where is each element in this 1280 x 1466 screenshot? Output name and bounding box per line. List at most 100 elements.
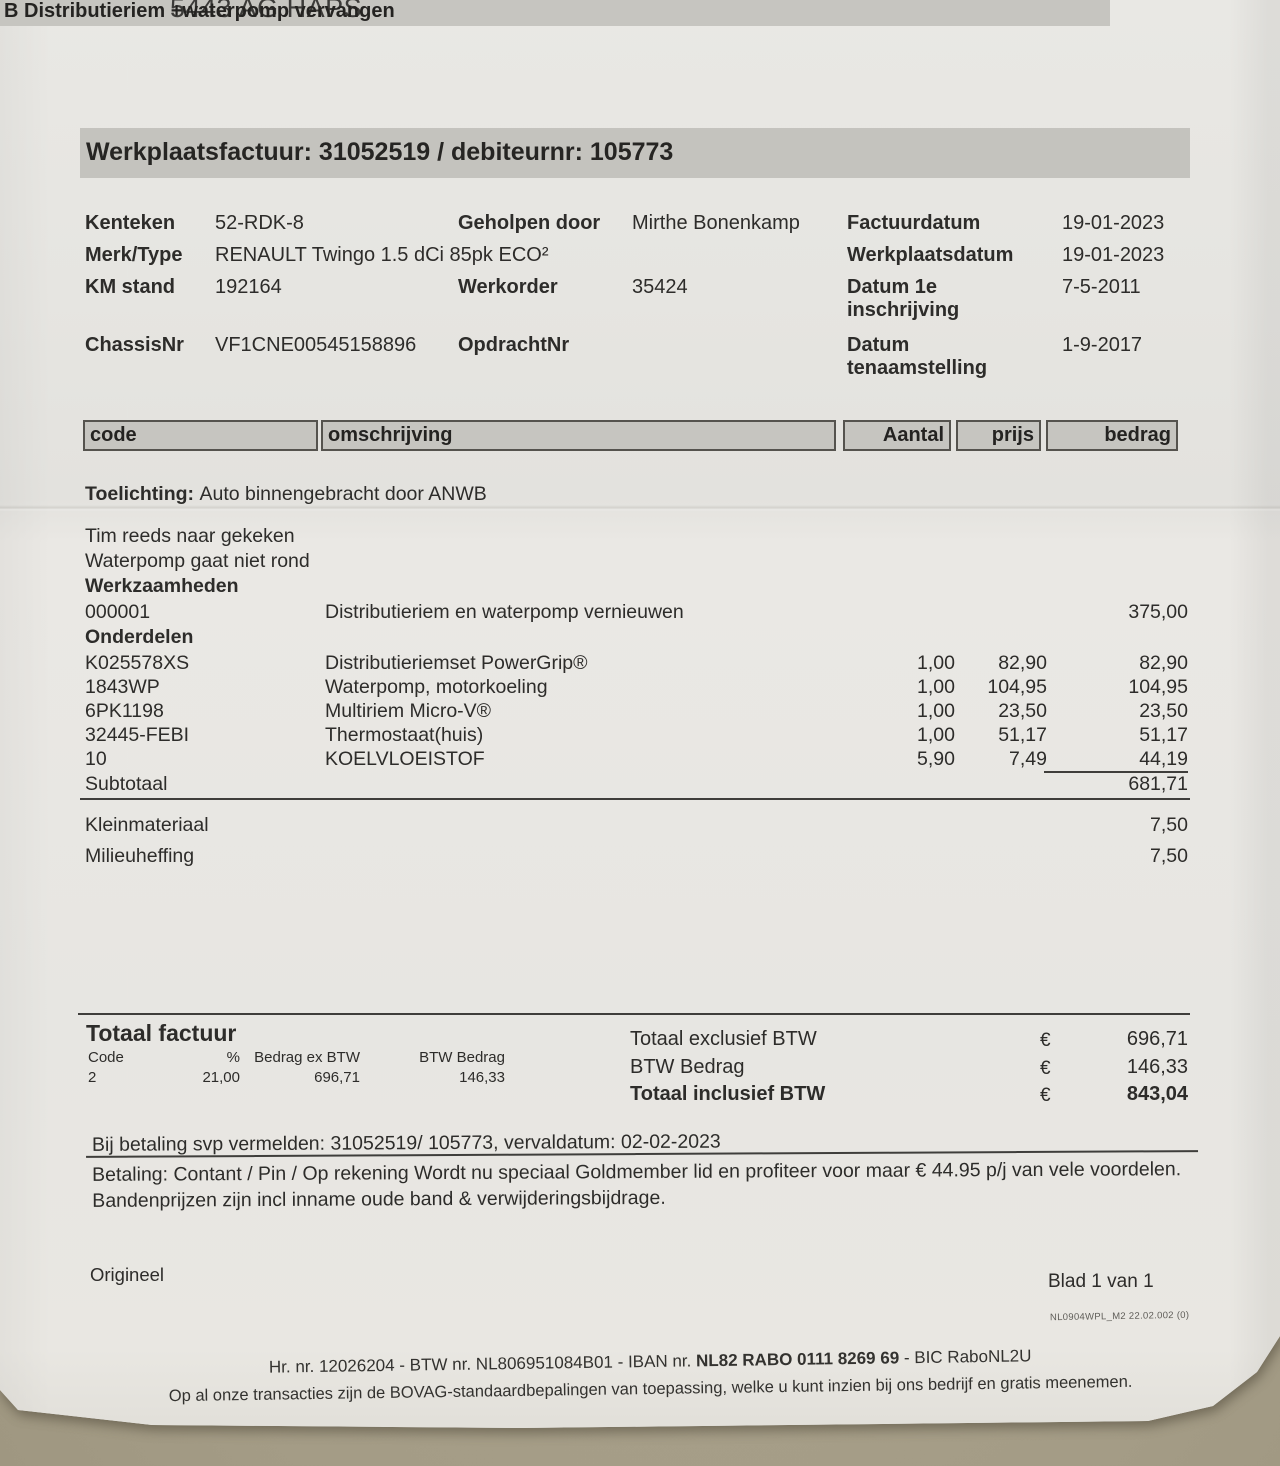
labor-row: 000001 Distributieriem en waterpomp vern… bbox=[85, 600, 1188, 624]
merk-type-value: RENAULT Twingo 1.5 dCi 85pk ECO² bbox=[215, 244, 549, 266]
part-aantal: 1,00 bbox=[917, 700, 955, 722]
section-title: B Distributieriem +waterpomp vervangen bbox=[4, 0, 395, 22]
totaal-exclusief-value: 696,71 bbox=[1126, 1028, 1188, 1050]
part-bedrag: 51,17 bbox=[1139, 724, 1188, 746]
opdrachtnr-label: OpdrachtNr bbox=[458, 334, 570, 356]
part-row: K025578XS Distributieriemset PowerGrip® … bbox=[85, 651, 1188, 675]
subtotaal-value: 681,71 bbox=[1128, 773, 1188, 795]
labor-aantal bbox=[845, 600, 955, 624]
part-code: 10 bbox=[85, 748, 107, 770]
euro-symbol: € bbox=[1040, 1058, 1051, 1079]
part-bedrag: 104,95 bbox=[1128, 676, 1188, 698]
merk-type-label: Merk/Type bbox=[85, 244, 183, 266]
btw-pct-value: 21,00 bbox=[202, 1069, 240, 1086]
column-header-omschrijving: omschrijving bbox=[321, 420, 836, 451]
milieuheffing-label: Milieuheffing bbox=[85, 845, 195, 867]
kenteken-label: Kenteken bbox=[85, 212, 176, 234]
part-aantal: 1,00 bbox=[917, 652, 955, 674]
section-band: B Distributieriem +waterpomp vervangen bbox=[0, 0, 1110, 26]
werkzaamheden-label: Werkzaamheden bbox=[85, 575, 239, 597]
labor-desc: Distributieriem en waterpomp vernieuwen bbox=[325, 601, 684, 623]
factuurdatum-label: Factuurdatum bbox=[847, 212, 981, 234]
milieuheffing-aantal bbox=[845, 844, 955, 868]
milieuheffing-row: Milieuheffing 7,50 bbox=[85, 844, 1188, 868]
datum-tenaamstelling-value: 1-9-2017 bbox=[1062, 334, 1143, 356]
part-row: 6PK1198 Multiriem Micro-V® 1,00 23,50 23… bbox=[85, 699, 1188, 723]
part-prijs: 51,17 bbox=[998, 724, 1047, 746]
btw-ex-value: 696,71 bbox=[314, 1069, 360, 1086]
btw-bedrag-label: BTW Bedrag bbox=[419, 1049, 505, 1066]
btw-table-header-row: Code % Bedrag ex BTW BTW Bedrag bbox=[88, 1049, 508, 1067]
part-desc: Multiriem Micro-V® bbox=[325, 700, 492, 722]
btw-ex-label: Bedrag ex BTW bbox=[254, 1049, 360, 1066]
part-bedrag: 23,50 bbox=[1139, 700, 1188, 722]
btw-bedrag-row-label: BTW Bedrag bbox=[630, 1056, 745, 1078]
kenteken-value: 52-RDK-8 bbox=[215, 212, 304, 234]
milieuheffing-prijs bbox=[955, 844, 1047, 868]
iban-number: NL82 RABO 0111 8269 69 bbox=[695, 1348, 900, 1371]
part-prijs: 7,49 bbox=[1009, 748, 1047, 770]
part-row: 32445-FEBI Thermostaat(huis) 1,00 51,17 … bbox=[85, 723, 1188, 747]
btw-bedrag-value: 146,33 bbox=[459, 1069, 505, 1086]
note-1: Tim reeds naar gekeken bbox=[85, 525, 295, 547]
origineel-label: Origineel bbox=[90, 1264, 165, 1285]
part-bedrag: 44,19 bbox=[1139, 748, 1188, 770]
km-stand-label: KM stand bbox=[85, 276, 175, 298]
column-header-prijs: prijs bbox=[956, 420, 1041, 451]
column-header-code: code bbox=[83, 420, 318, 451]
toelichting-label: Toelichting: bbox=[85, 483, 195, 505]
onderdelen-label: Onderdelen bbox=[85, 626, 194, 648]
part-row: 1843WP Waterpomp, motorkoeling 1,00 104,… bbox=[85, 675, 1188, 699]
subtotaal-full-rule bbox=[80, 798, 1190, 800]
column-header-bedrag: bedrag bbox=[1046, 420, 1178, 451]
euro-symbol: € bbox=[1040, 1030, 1051, 1051]
part-prijs: 82,90 bbox=[998, 652, 1047, 674]
totaal-exclusief-label: Totaal exclusief BTW bbox=[630, 1028, 817, 1050]
subtotaal-row: Subtotaal 681,71 bbox=[85, 772, 1188, 796]
part-desc: Waterpomp, motorkoeling bbox=[325, 676, 548, 698]
werkplaatsdatum-label: Werkplaatsdatum bbox=[847, 244, 1014, 266]
sender-postcode-city: 5443 AG HAPS bbox=[170, 0, 363, 23]
part-prijs: 23,50 bbox=[998, 700, 1047, 722]
form-code: NL0904WPL_M2 22.02.002 (0) bbox=[1049, 1309, 1190, 1324]
chassisnr-label: ChassisNr bbox=[85, 334, 184, 356]
toelichting-row: Toelichting: Auto binnengebracht door AN… bbox=[85, 482, 1188, 506]
milieuheffing-value: 7,50 bbox=[1150, 845, 1188, 867]
part-aantal: 1,00 bbox=[917, 676, 955, 698]
kleinmateriaal-prijs bbox=[955, 813, 1047, 837]
btw-code-value: 2 bbox=[88, 1069, 97, 1086]
btw-table-value-row: 2 21,00 696,71 146,33 bbox=[88, 1069, 508, 1087]
subtotaal-aantal bbox=[845, 772, 955, 796]
totals-divider-rule bbox=[78, 1013, 1190, 1015]
footer-post: - BIC RaboNL2U bbox=[899, 1346, 1032, 1368]
subtotaal-spacer bbox=[325, 772, 845, 796]
note-line: Waterpomp gaat niet rond bbox=[85, 549, 1188, 573]
km-stand-value: 192164 bbox=[215, 276, 282, 298]
btw-pct-label: % bbox=[226, 1049, 240, 1066]
onderdelen-heading: Onderdelen bbox=[85, 625, 1188, 649]
part-row: 10 KOELVLOEISTOF 5,90 7,49 44,19 bbox=[85, 747, 1188, 771]
kleinmateriaal-row: Kleinmateriaal 7,50 bbox=[85, 813, 1188, 837]
kleinmateriaal-value: 7,50 bbox=[1150, 814, 1188, 836]
subtotaal-label: Subtotaal bbox=[85, 773, 168, 795]
euro-symbol: € bbox=[1040, 1085, 1051, 1106]
part-code: 1843WP bbox=[85, 676, 160, 698]
part-desc: KOELVLOEISTOF bbox=[325, 748, 485, 770]
part-code: 32445-FEBI bbox=[85, 724, 190, 746]
part-code: K025578XS bbox=[85, 652, 190, 674]
milieuheffing-spacer bbox=[325, 844, 845, 868]
invoice-title-band: Werkplaatsfactuur: 31052519 / debiteurnr… bbox=[80, 128, 1190, 178]
werkplaatsdatum-value: 19-01-2023 bbox=[1062, 244, 1165, 266]
footer-pre: Hr. nr. 12026204 - BTW nr. NL806951084B0… bbox=[268, 1351, 697, 1377]
kleinmateriaal-spacer bbox=[325, 813, 845, 837]
column-header-aantal: Aantal bbox=[843, 420, 951, 451]
paper-fold-crease bbox=[0, 505, 1280, 511]
werkzaamheden-heading: Werkzaamheden bbox=[85, 574, 1188, 598]
kleinmateriaal-label: Kleinmateriaal bbox=[85, 814, 209, 836]
note-2: Waterpomp gaat niet rond bbox=[85, 550, 310, 572]
btw-bedrag-row-value: 146,33 bbox=[1126, 1056, 1188, 1078]
part-desc: Thermostaat(huis) bbox=[325, 724, 484, 746]
kleinmateriaal-aantal bbox=[845, 813, 955, 837]
part-code: 6PK1198 bbox=[85, 700, 164, 722]
datum-tenaamstelling-label: Datum tenaamstelling bbox=[847, 334, 988, 379]
